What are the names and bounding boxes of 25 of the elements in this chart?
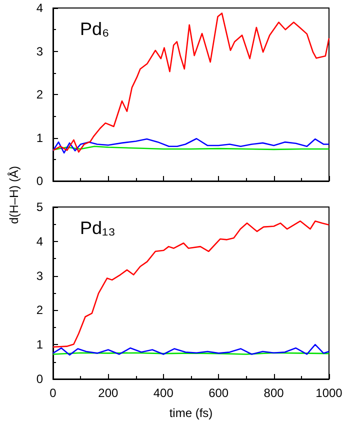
y-tick-label: 0 xyxy=(36,174,44,188)
x-tick-label: 200 xyxy=(98,386,119,400)
x-tick-label: 0 xyxy=(50,386,57,400)
y-tick-label: 2 xyxy=(36,88,44,102)
y-axis-title: d(H–H) (Å) xyxy=(7,166,21,224)
y-tick-label: 1 xyxy=(36,338,44,352)
y-tick-label: 0 xyxy=(36,372,44,386)
y-tick-label: 3 xyxy=(36,268,44,283)
line-series xyxy=(52,138,330,154)
annotation: Pd₆ xyxy=(80,19,110,39)
annotation: Pd₁₃ xyxy=(80,218,116,238)
x-tick-label: 400 xyxy=(153,386,174,400)
x-axis-title: time (fs) xyxy=(169,406,213,420)
line-series xyxy=(52,344,330,356)
y-tick-label: 4 xyxy=(36,1,44,15)
y-tick-label: 4 xyxy=(36,234,44,248)
x-tick-label: 1000 xyxy=(316,386,343,400)
line-series xyxy=(52,12,330,153)
y-tick-label: 1 xyxy=(36,130,44,145)
x-tick-label: 800 xyxy=(264,386,284,400)
line-series xyxy=(52,220,330,348)
y-tick-label: 3 xyxy=(36,44,44,58)
y-tick-label: 5 xyxy=(36,200,44,214)
x-tick-label: 600 xyxy=(208,386,229,400)
y-tick-label: 2 xyxy=(36,303,44,318)
